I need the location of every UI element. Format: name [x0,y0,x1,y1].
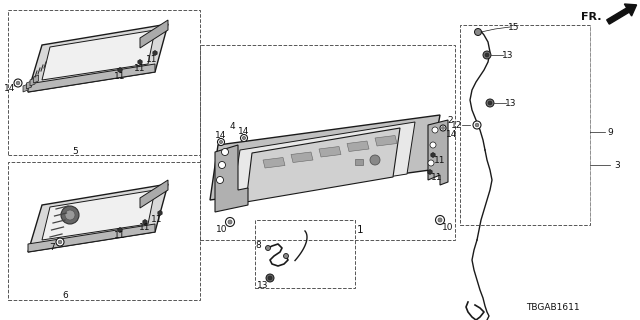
Circle shape [370,155,380,165]
Polygon shape [232,122,415,202]
Circle shape [438,218,442,222]
Text: 5: 5 [72,147,78,156]
Bar [200,45,455,240]
Bar [255,220,355,288]
Text: 14: 14 [4,84,16,92]
Text: 6: 6 [62,291,68,300]
Circle shape [218,162,225,169]
Text: 11: 11 [431,172,443,181]
Text: 11: 11 [134,63,146,73]
Circle shape [284,253,289,259]
Polygon shape [28,64,155,92]
Circle shape [216,177,223,183]
Circle shape [485,53,489,57]
Circle shape [476,123,479,127]
Circle shape [430,142,436,148]
Polygon shape [291,152,313,163]
Text: 13: 13 [505,99,516,108]
Polygon shape [428,120,448,185]
Bar [8,162,200,300]
Text: 11: 11 [147,54,157,63]
Circle shape [218,139,225,146]
Polygon shape [319,147,341,157]
Polygon shape [140,20,168,48]
Circle shape [220,140,223,144]
Circle shape [266,245,271,251]
Circle shape [58,240,62,244]
Circle shape [486,99,494,107]
Circle shape [241,134,248,141]
Circle shape [225,218,234,227]
Circle shape [65,210,75,220]
Text: 11: 11 [151,214,163,223]
Text: 7: 7 [49,243,55,252]
Text: 13: 13 [502,51,514,60]
Bar [8,10,200,155]
Polygon shape [23,84,28,92]
Text: 10: 10 [442,223,454,233]
Polygon shape [263,157,285,168]
Circle shape [56,238,64,246]
Text: 4: 4 [229,122,235,131]
Text: 11: 11 [140,223,151,233]
Circle shape [442,127,444,129]
Circle shape [428,160,434,166]
Circle shape [483,51,491,59]
Text: 13: 13 [257,281,269,290]
Bar [460,25,590,225]
Polygon shape [42,30,155,80]
Circle shape [228,220,232,224]
Circle shape [440,125,446,131]
Polygon shape [210,115,440,200]
Polygon shape [28,24,168,92]
Text: FR.: FR. [580,12,601,22]
Circle shape [14,79,22,87]
Text: TBGAB1611: TBGAB1611 [526,303,580,313]
Circle shape [61,206,79,224]
Bar [355,159,363,165]
Polygon shape [42,190,155,240]
Polygon shape [28,184,168,252]
Text: 2: 2 [447,116,453,124]
Text: 11: 11 [115,71,125,81]
Circle shape [243,136,246,140]
Circle shape [488,101,492,105]
Circle shape [16,81,20,85]
Text: 14: 14 [238,126,250,135]
Polygon shape [28,224,155,252]
Circle shape [435,215,445,225]
Polygon shape [375,135,397,146]
Polygon shape [26,81,31,89]
Polygon shape [246,128,400,202]
Polygon shape [30,78,35,86]
Text: 1: 1 [356,225,364,235]
Text: 14: 14 [446,130,458,139]
Text: 3: 3 [614,161,620,170]
Text: 12: 12 [451,121,463,130]
Text: 10: 10 [216,226,228,235]
Polygon shape [215,145,248,212]
Text: 14: 14 [215,131,227,140]
Text: 8: 8 [255,241,261,250]
Text: 9: 9 [607,127,613,137]
Circle shape [432,127,438,133]
Circle shape [473,121,481,129]
Polygon shape [140,180,168,208]
Circle shape [221,148,228,156]
Text: 15: 15 [508,22,520,31]
Circle shape [268,276,272,280]
FancyArrow shape [607,4,637,24]
Text: 11: 11 [435,156,445,164]
Circle shape [474,28,481,36]
Polygon shape [33,75,38,83]
Circle shape [266,274,274,282]
Text: 11: 11 [115,231,125,241]
Polygon shape [347,141,369,151]
